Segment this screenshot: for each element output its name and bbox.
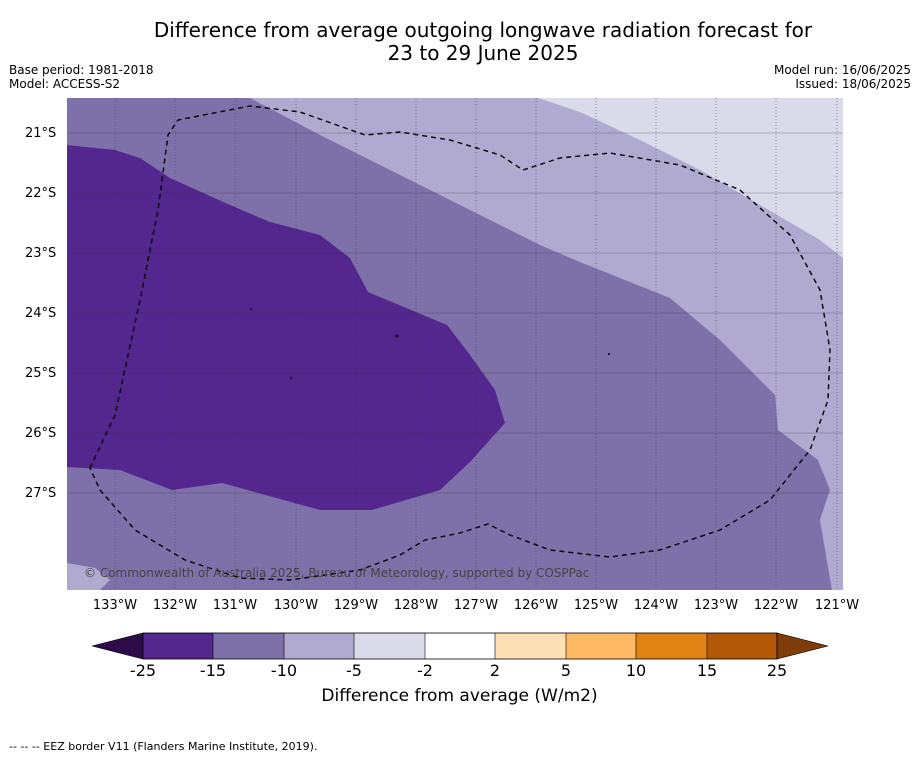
colorbar-tick: 2 bbox=[489, 661, 501, 680]
lat-label: 27°S bbox=[25, 486, 57, 501]
lon-label: 123°W bbox=[693, 598, 739, 613]
colorbar-tick: 15 bbox=[696, 661, 718, 680]
colorbar-tick: -2 bbox=[417, 661, 433, 680]
colorbar-segment-4 bbox=[354, 633, 425, 659]
meta-right: Model run: 16/06/2025 Issued: 18/06/2025 bbox=[774, 63, 911, 91]
lon-label: 133°W bbox=[92, 598, 138, 613]
fill-level-minus2 bbox=[538, 98, 843, 258]
colorbar-segment-9 bbox=[707, 633, 777, 659]
colorbar-segment-5 bbox=[425, 633, 495, 659]
eez-border bbox=[89, 105, 831, 581]
colorbar-title-text: Difference from average (W/m2) bbox=[321, 686, 598, 706]
lat-label: 21°S bbox=[25, 126, 57, 141]
copyright-text: © Commonwealth of Australia 2025, Bureau… bbox=[84, 566, 590, 580]
fill-level-minus5-bottom bbox=[67, 563, 110, 590]
lon-label: 129°W bbox=[333, 598, 379, 613]
eez-legend-text: -- -- -- EEZ border V11 (Flanders Marine… bbox=[9, 740, 318, 753]
lon-label: 128°W bbox=[393, 598, 439, 613]
lon-label: 122°W bbox=[753, 598, 799, 613]
colorbar-tick: 5 bbox=[560, 661, 572, 680]
colorbar-tick: -25 bbox=[129, 661, 157, 680]
colorbar-segment-8 bbox=[636, 633, 707, 659]
issued-text: Issued: 18/06/2025 bbox=[795, 77, 911, 91]
lat-label: 25°S bbox=[25, 366, 57, 381]
map-fill-layers bbox=[67, 98, 843, 590]
island-dots bbox=[250, 308, 610, 379]
lon-label: 124°W bbox=[633, 598, 679, 613]
colorbar-segment-1 bbox=[143, 633, 213, 659]
colorbar-tick: -10 bbox=[270, 661, 298, 680]
title-line-1: Difference from average outgoing longwav… bbox=[153, 18, 813, 42]
lon-label: 121°W bbox=[814, 598, 860, 613]
fill-level-minus15 bbox=[67, 145, 505, 510]
lat-label: 26°S bbox=[25, 426, 57, 441]
model-text: Model: ACCESS-S2 bbox=[9, 77, 121, 91]
colorbar-tick: -15 bbox=[199, 661, 227, 680]
colorbar-tick: 25 bbox=[766, 661, 788, 680]
colorbar-segment-2 bbox=[213, 633, 284, 659]
base-period-text: Base period: 1981-2018 bbox=[9, 63, 154, 77]
lon-label: 131°W bbox=[212, 598, 258, 613]
colorbar-title: Difference from average (W/m2) bbox=[0, 686, 919, 706]
map-title: Difference from average outgoing longwav… bbox=[0, 19, 919, 65]
colorbar-segment-3 bbox=[284, 633, 354, 659]
colorbar-segment-6 bbox=[495, 633, 566, 659]
lat-label: 24°S bbox=[25, 306, 57, 321]
model-run-text: Model run: 16/06/2025 bbox=[773, 63, 911, 77]
colorbar-left-arrow bbox=[91, 632, 144, 660]
lon-label: 127°W bbox=[453, 598, 499, 613]
lat-label: 23°S bbox=[25, 246, 57, 261]
colorbar-segment-7 bbox=[566, 633, 636, 659]
colorbar-outline bbox=[142, 632, 778, 660]
colorbar-tick: 10 bbox=[625, 661, 647, 680]
lon-label: 130°W bbox=[273, 598, 319, 613]
lat-label: 22°S bbox=[25, 186, 57, 201]
title-line-2: 23 to 29 June 2025 bbox=[387, 41, 579, 65]
lon-label: 126°W bbox=[513, 598, 559, 613]
lon-label: 125°W bbox=[573, 598, 619, 613]
grid-lines bbox=[67, 98, 843, 590]
lon-label: 132°W bbox=[152, 598, 198, 613]
colorbar-right-arrow bbox=[776, 632, 829, 660]
colorbar-tick: -5 bbox=[346, 661, 362, 680]
meta-left: Base period: 1981-2018 Model: ACCESS-S2 bbox=[9, 63, 154, 91]
colorbar bbox=[91, 632, 829, 660]
